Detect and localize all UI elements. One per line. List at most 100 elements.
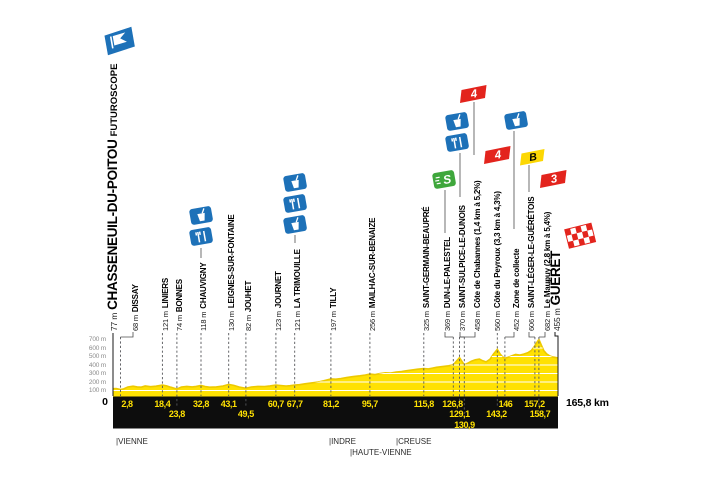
waypoint-label: 82 m JOUHET (242, 280, 253, 331)
bidon-icon (444, 111, 471, 137)
km-mark: 18,4 (154, 398, 171, 409)
waypoint-name: CHAUVIGNY (199, 262, 208, 309)
finish-line (554, 332, 559, 396)
label-elbow (538, 332, 546, 338)
waypoint-elevation: 560 m (493, 311, 502, 331)
waypoint-name: JOURNET (274, 271, 283, 309)
waypoint-label: 68 m DISSAY (129, 284, 140, 331)
category-4-flag: 4 (460, 83, 488, 109)
label-elbow (528, 332, 535, 338)
waypoint-elevation: 325 m (422, 311, 431, 331)
start-flag-icon (101, 26, 139, 65)
waypoint-label: 370 m SAINT-SULPICE-LE-DUNOIS (456, 205, 467, 331)
category-number: 3 (550, 173, 559, 186)
waypoint-elevation: 121 m (160, 311, 170, 331)
waypoint-elevation: 74 m (175, 315, 184, 331)
waypoint-elevation: 82 m (244, 315, 253, 331)
waypoint-label: 121 m LINIERS (159, 277, 170, 331)
waypoint-label-start: 77 m CHASSENEUIL-DU-POITOU FUTUROSCOPE (105, 64, 120, 331)
bidon-icon (188, 205, 215, 231)
km-mark: 81,2 (323, 398, 339, 409)
feed-zone-icon (188, 226, 215, 252)
waypoint-name: JOUHET (244, 280, 253, 313)
waypoint-name: Côte du Peyroux (3,3 km à 4,3%) (493, 191, 502, 309)
y-axis-tick-700: 700 m (88, 336, 106, 343)
feed-zone-icon (282, 193, 309, 219)
waypoint-elevation: 606 m (527, 311, 536, 331)
waypoint-elevation: 118 m (199, 311, 208, 331)
department-vienne: |VIENNE (116, 437, 148, 446)
x-axis-origin: 0 (102, 396, 108, 408)
km-mark: 146 (498, 398, 513, 409)
sprint-icon: S (431, 169, 458, 195)
label-elbow (459, 332, 465, 338)
waypoint-elevation: 123 m (274, 311, 283, 331)
label-elbow (120, 332, 134, 338)
total-distance-label: 165,8 km (566, 397, 609, 409)
km-mark: 126,8 (442, 398, 463, 409)
waypoint-name: LEIGNES-SUR-FONTAINE (227, 214, 236, 309)
waypoint-name: SAINT-SULPICE-LE-DUNOIS (458, 205, 467, 309)
waypoint-label: 74 m BONNES (173, 279, 184, 331)
feed-zone-icon (444, 132, 471, 158)
km-mark: 49,5 (237, 409, 254, 419)
waypoint-name: TILLY (329, 287, 338, 309)
y-axis-tick-400: 400 m (88, 361, 106, 369)
y-axis-tick-100: 100 m (88, 387, 106, 394)
category-3-flag: 3 (540, 168, 568, 194)
waypoint-label: 256 m MAILHAC-SUR-BENAIZE (366, 217, 377, 331)
km-mark: 23,8 (168, 409, 185, 419)
waypoint-label: 452 m Zone de collecte (510, 248, 521, 331)
finish-flag-icon (564, 221, 598, 258)
y-axis-tick-500: 500 m (88, 353, 106, 360)
waypoint-label-sprint: 369 m DUN-LE-PALESTEL (441, 237, 452, 331)
km-mark: 60,7 (267, 398, 284, 409)
waypoint-name: Zone de collecte (512, 248, 521, 309)
waypoint-elevation: 369 m (443, 311, 452, 331)
sprint-letter: S (442, 172, 452, 187)
km-mark: 129,1 (449, 409, 470, 419)
waypoint-name: LINIERS (160, 277, 170, 309)
bidon-icon (282, 172, 309, 198)
waypoint-name: DUN-LE-PALESTEL (443, 237, 452, 309)
waypoint-label: 118 m CHAUVIGNY (197, 262, 208, 331)
waypoint-label-finish: 455 m GUÉRET (548, 250, 563, 331)
waypoint-label: 121 m LA TRIMOUILLE (291, 249, 302, 331)
waypoint-label: 197 m TILLY (327, 287, 338, 331)
waypoint-name: CHASSENEUIL-DU-POITOU (105, 139, 120, 310)
waypoint-elevation: 121 m (293, 311, 302, 331)
bidon-icon (282, 214, 309, 240)
km-mark: 32,8 (193, 398, 209, 409)
bonus-letter: B (528, 151, 538, 164)
waypoint-elevation: 455 m (552, 308, 562, 331)
bidon-icon (503, 110, 530, 136)
department-indre: |INDRE (329, 437, 356, 446)
waypoint-lines (112, 102, 559, 419)
waypoint-label: 123 m JOURNET (272, 271, 283, 331)
waypoint-elevation: 370 m (458, 311, 467, 331)
waypoint-name: Côte de Chabannes (1,4 km à 5,2%) (473, 180, 482, 309)
waypoint-name: MAILHAC-SUR-BENAIZE (368, 217, 377, 309)
waypoint-elevation: 458 m (473, 311, 482, 331)
waypoint-name: GUÉRET (548, 250, 563, 306)
department-haute-vienne: |HAUTE-VIENNE (350, 448, 412, 457)
elevation-profile-area (113, 339, 558, 397)
category-number: 4 (469, 88, 479, 101)
km-mark: 143,2 (486, 409, 507, 419)
waypoint-name: BONNES (175, 279, 184, 313)
km-mark: 95,7 (361, 398, 378, 409)
bonus-flag: B (520, 147, 546, 172)
km-mark: 67,7 (286, 398, 303, 409)
waypoint-label-climb: 560 m Côte du Peyroux (3,3 km à 4,3%) (491, 191, 502, 331)
y-axis-tick-600: 600 m (88, 344, 106, 352)
km-mark: 115,8 (413, 398, 434, 409)
label-elbow (504, 332, 515, 338)
label-elbow (459, 332, 476, 338)
waypoint-elevation: 68 m (131, 315, 140, 331)
label-elbow (444, 332, 454, 338)
waypoint-elevation: 77 m (109, 312, 119, 331)
km-mark: 157,2 (524, 398, 545, 409)
waypoint-label: 606 m SAINT-LÉGER-LE-GUÉRÉTOIS (525, 197, 536, 331)
